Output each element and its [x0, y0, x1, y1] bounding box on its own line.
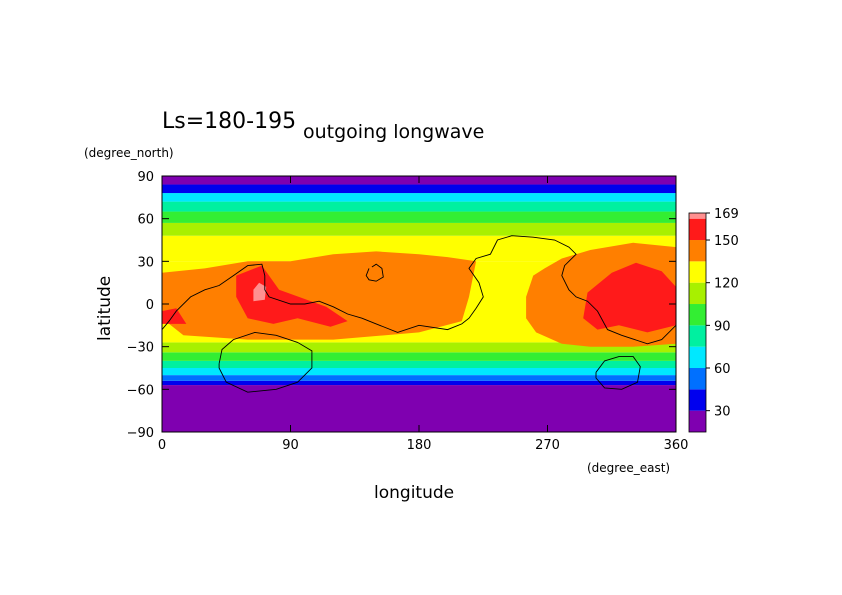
latitude-band-13 [162, 184, 676, 194]
colorbar: 30 60 90 120 150 169 [688, 207, 739, 433]
latitude-band-2 [162, 375, 676, 381]
y-tick-label--90: −90 [127, 426, 154, 441]
colorbar-swatch-6 [689, 282, 706, 305]
x-tick-label-0: 0 [158, 438, 166, 453]
latitude-band-12 [162, 193, 676, 202]
contour-line-2 [218, 331, 313, 393]
colorbar-swatch-4 [689, 325, 706, 347]
colorbar-swatch-5 [689, 304, 706, 326]
colorbar-swatch-0 [689, 410, 706, 432]
x-tick-label-270: 270 [535, 438, 560, 453]
heat-region-4 [583, 262, 676, 333]
latitude-band-9 [162, 222, 676, 236]
contour-lines [162, 235, 676, 393]
x-axis-unit: (degree_east) [587, 461, 670, 475]
heat-region-0 [162, 251, 477, 340]
colorbar-swatch-1 [689, 389, 706, 411]
colorbar-label-120: 120 [714, 277, 739, 292]
y-tick-label-0: 0 [146, 298, 154, 313]
y-axis-label: latitude [95, 276, 115, 341]
heat-region-2 [162, 308, 187, 324]
colorbar-label-30: 30 [714, 405, 731, 420]
colorbar-swatch-3 [689, 346, 706, 369]
latitude-band-4 [162, 360, 676, 368]
latitude-band-0 [162, 385, 676, 432]
colorbar-label-90: 90 [714, 319, 731, 334]
y-tick-label-90: 90 [137, 170, 154, 185]
y-axis: −90 −60 −30 0 30 60 90 [127, 170, 676, 441]
latitude-band-5 [162, 352, 676, 361]
y-tick-label-30: 30 [137, 255, 154, 270]
contour-line-1 [365, 263, 384, 282]
latitude-band-6 [162, 342, 676, 353]
colorbar-frame [688, 212, 707, 433]
latitude-band-10 [162, 211, 676, 223]
colorbar-swatch-8 [689, 240, 706, 262]
colorbar-swatch-7 [689, 261, 706, 283]
contour-line-3 [595, 356, 641, 390]
y-tick-label--60: −60 [127, 383, 154, 398]
x-tick-label-90: 90 [282, 438, 299, 453]
colorbar-label-150: 150 [714, 234, 739, 249]
colorbar-swatch-9 [689, 218, 706, 241]
x-tick-label-360: 360 [664, 438, 689, 453]
colorbar-label-60: 60 [714, 362, 731, 377]
chart-title: outgoing longwave [303, 121, 484, 143]
heat-region-5 [253, 282, 267, 302]
x-tick-label-180: 180 [407, 438, 432, 453]
y-axis-unit: (degree_north) [84, 146, 174, 160]
y-tick-label--30: −30 [127, 341, 154, 356]
x-axis-label: longitude [374, 483, 454, 503]
chart-subtitle: Ls=180-195 [162, 109, 296, 134]
latitude-band-3 [162, 368, 676, 376]
latitude-band-1 [162, 380, 676, 386]
contour-line-0 [162, 235, 676, 345]
y-tick-label-60: 60 [137, 213, 154, 228]
heat-region-3 [236, 265, 348, 327]
colorbar-label-169: 169 [714, 207, 739, 222]
latitude-band-11 [162, 201, 676, 212]
colorbar-swatch-10 [689, 213, 706, 219]
heatmap-fill [162, 176, 676, 432]
colorbar-swatch-2 [689, 368, 706, 390]
x-axis: 0 90 180 270 360 [158, 176, 689, 453]
